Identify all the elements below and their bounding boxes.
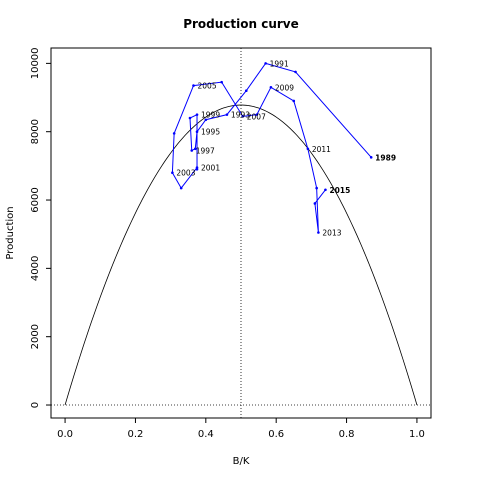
data-point-2015 xyxy=(324,188,327,192)
y-tick-label: 6000 xyxy=(30,187,41,212)
data-point-2007 xyxy=(241,115,245,118)
data-point-2011 xyxy=(306,147,310,151)
plot-frame xyxy=(50,47,432,419)
production-curve-line xyxy=(64,104,418,406)
data-point-2010 xyxy=(292,99,296,103)
year-label-2005: 2005 xyxy=(198,82,217,91)
data-point-2012 xyxy=(315,186,318,190)
data-point-2004 xyxy=(172,132,176,135)
y-tick-label: 2000 xyxy=(30,324,41,349)
year-label-1999: 1999 xyxy=(201,111,220,120)
data-point-1997 xyxy=(190,149,194,152)
year-label-2013: 2013 xyxy=(322,228,341,237)
data-point-1993 xyxy=(225,113,229,116)
x-tick-label: 0.8 xyxy=(339,429,355,440)
plot-area: 1989 1991 1993 1995 1997 1999 2001 2003 2005 2007… xyxy=(51,48,431,418)
data-point-1991 xyxy=(264,62,267,65)
x-tick-label: 0.4 xyxy=(198,429,214,440)
x-tick-label: 0.2 xyxy=(127,429,143,440)
y-axis: 0 2000 4000 6000 8000 10000 xyxy=(30,47,51,408)
data-point-2002 xyxy=(179,186,183,190)
x-axis-label: B/K xyxy=(233,456,250,467)
year-label-1993: 1993 xyxy=(231,111,250,120)
data-point-1992 xyxy=(244,89,248,93)
data-point-2006 xyxy=(220,80,223,84)
data-point-2005 xyxy=(192,84,195,87)
x-tick-label: 1.0 xyxy=(409,429,425,440)
year-label-2015: 2015 xyxy=(329,186,350,195)
y-axis-label: Production xyxy=(5,206,16,259)
year-label-2011: 2011 xyxy=(312,145,331,154)
x-tick-label: 0.0 xyxy=(57,429,73,440)
data-point-1995 xyxy=(195,130,199,134)
data-point-2003 xyxy=(171,171,174,174)
data-point-1994 xyxy=(204,118,208,122)
year-label-2009: 2009 xyxy=(275,83,294,92)
year-label-2003: 2003 xyxy=(176,169,195,178)
year-label-1991: 1991 xyxy=(270,59,289,68)
data-point-2009 xyxy=(269,85,273,89)
year-label-1997: 1997 xyxy=(196,146,215,155)
data-point-1998 xyxy=(188,116,192,120)
year-label-2007: 2007 xyxy=(247,112,266,121)
year-label-2001: 2001 xyxy=(201,164,220,173)
data-point-1996 xyxy=(193,147,197,151)
x-axis: 0.0 0.2 0.4 0.6 0.8 1.0 xyxy=(57,418,425,440)
data-point-2013 xyxy=(317,231,320,234)
data-point-1999 xyxy=(195,113,199,116)
y-tick-label: 10000 xyxy=(30,47,41,79)
data-point-2001 xyxy=(195,166,199,169)
year-label-1989: 1989 xyxy=(375,153,396,162)
data-point-2008 xyxy=(255,113,259,116)
y-tick-label: 8000 xyxy=(30,119,41,144)
data-point-2014 xyxy=(313,202,317,205)
x-tick-label: 0.6 xyxy=(268,429,284,440)
year-label-1995: 1995 xyxy=(201,128,220,137)
y-tick-label: 0 xyxy=(30,402,41,408)
chart-title: Production curve xyxy=(183,17,299,31)
y-tick-label: 4000 xyxy=(30,256,41,281)
data-point-1989 xyxy=(369,156,373,159)
data-point-1990 xyxy=(294,70,297,74)
